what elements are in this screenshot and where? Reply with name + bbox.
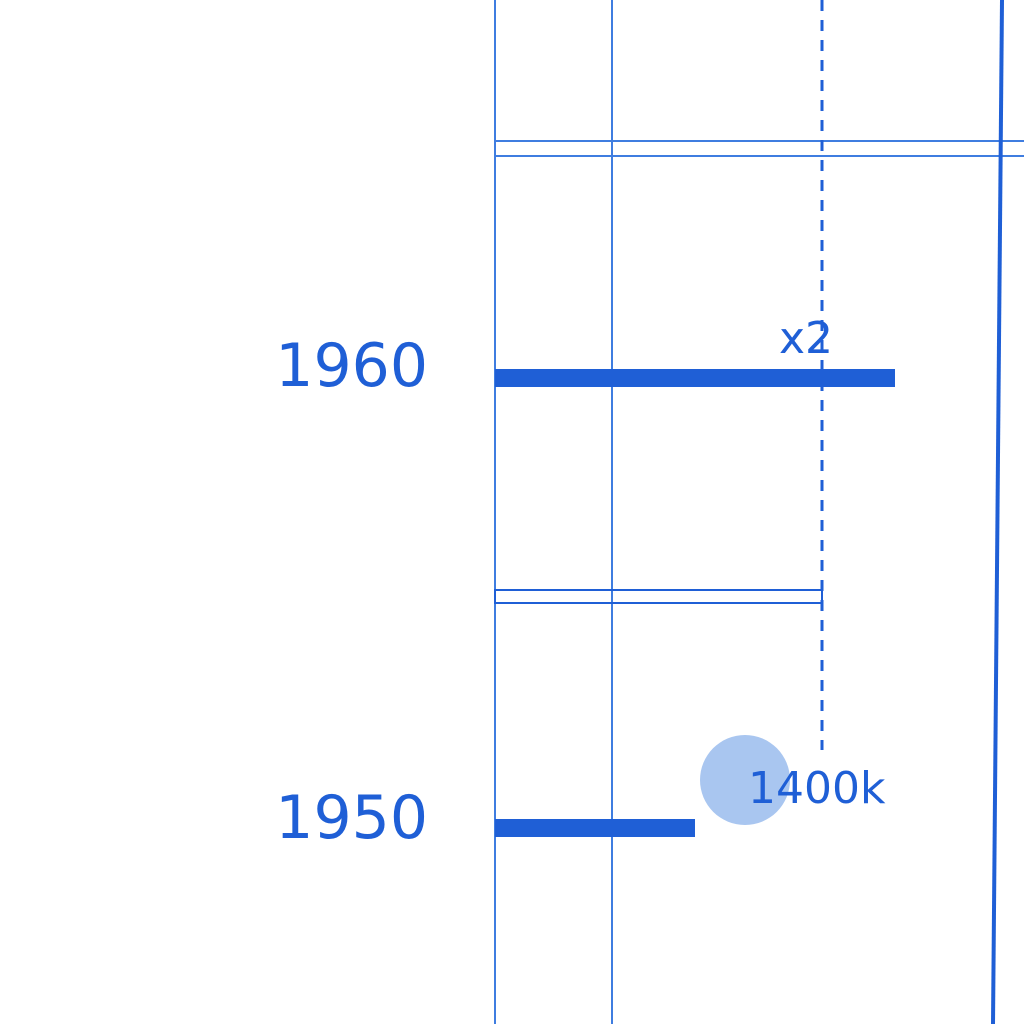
category-label-1960: 1960	[275, 331, 428, 401]
band-lower	[494, 589, 823, 604]
ratio-annotation: x2	[779, 313, 833, 364]
trend-line	[991, 0, 1004, 1024]
value-marker	[700, 735, 790, 825]
category-label-1950: 1950	[275, 783, 428, 853]
value-annotation: 1400k	[748, 763, 886, 814]
data-marks	[495, 369, 895, 837]
band-upper	[494, 140, 1024, 157]
bar-1960	[495, 369, 895, 387]
bar-1950	[495, 819, 695, 837]
